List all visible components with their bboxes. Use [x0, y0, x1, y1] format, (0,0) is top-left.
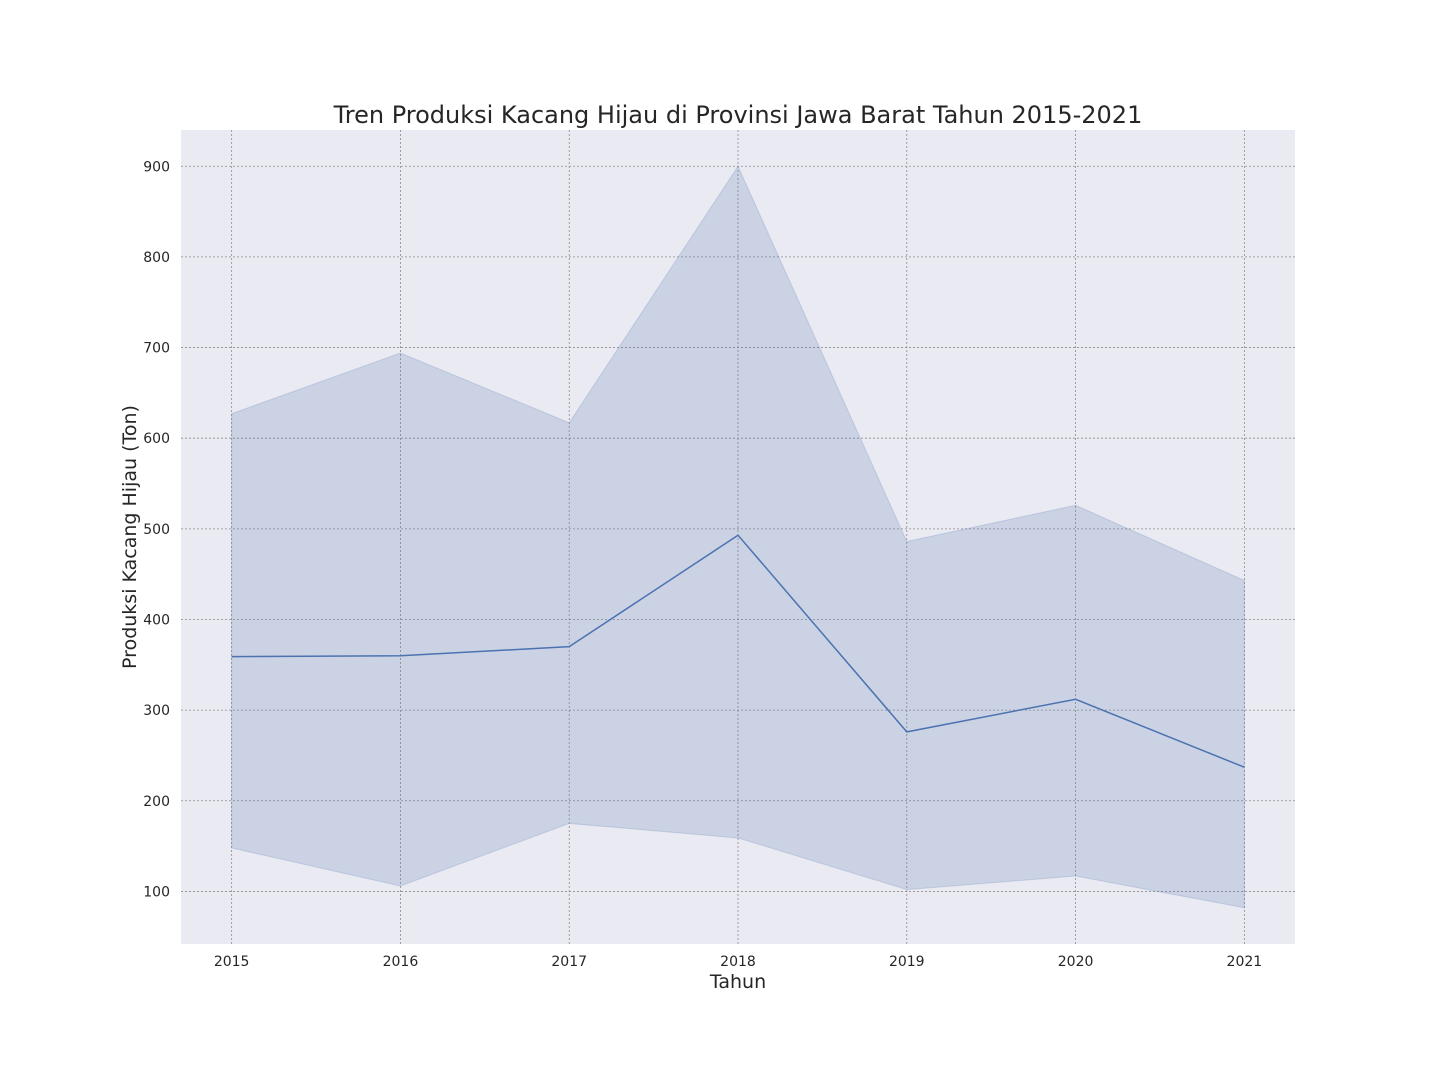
y-tick-label: 700	[143, 341, 170, 357]
y-axis-ticks: 100 200 300 400 500 600 700 800 900	[143, 159, 170, 900]
y-tick-label: 300	[143, 703, 170, 719]
x-tick-label: 2017	[551, 954, 587, 970]
plot-area	[181, 130, 1295, 944]
x-tick-label: 2016	[383, 954, 419, 970]
x-tick-label: 2015	[214, 954, 250, 970]
x-tick-label: 2019	[889, 954, 925, 970]
y-tick-label: 100	[143, 884, 170, 900]
x-axis-ticks: 2015 2016 2017 2018 2019 2020 2021	[214, 954, 1262, 970]
grid-lines	[181, 130, 1295, 944]
y-tick-label: 400	[143, 612, 170, 628]
y-tick-label: 600	[143, 431, 170, 447]
y-tick-label: 900	[143, 159, 170, 175]
x-tick-label: 2020	[1058, 954, 1094, 970]
y-tick-label: 500	[143, 522, 170, 538]
y-tick-label: 800	[143, 250, 170, 266]
series-line	[231, 534, 1245, 768]
x-axis-label: Tahun	[709, 971, 766, 993]
y-axis-label: Produksi Kacang Hijau (Ton)	[119, 405, 141, 669]
x-tick-label: 2018	[720, 954, 756, 970]
chart-title: Tren Produksi Kacang Hijau di Provinsi J…	[333, 101, 1143, 129]
y-tick-label: 200	[143, 794, 170, 810]
confidence-band	[231, 165, 1245, 909]
x-tick-label: 2021	[1227, 954, 1263, 970]
